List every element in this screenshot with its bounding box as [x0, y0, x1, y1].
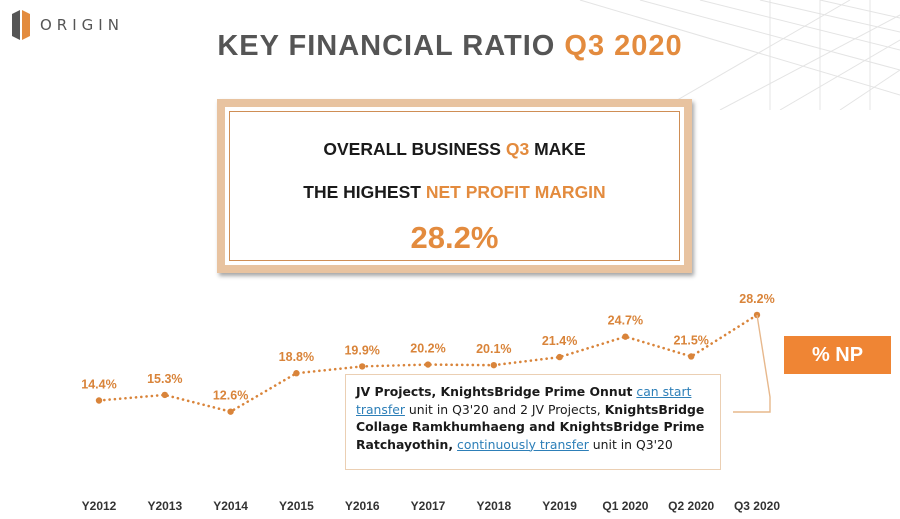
callout-line-1: OVERALL BUSINESS Q3 MAKE [230, 139, 679, 160]
np-data-label: 12.6% [213, 389, 248, 403]
badge-connector-line [733, 314, 771, 413]
note-text-2: unit in Q3'20 and 2 JV Projects, [408, 401, 601, 417]
x-tick-label: Y2017 [411, 499, 446, 513]
np-data-label: 28.2% [739, 292, 774, 306]
x-tick-label: Q1 2020 [602, 499, 648, 513]
np-data-label: 19.9% [344, 343, 379, 357]
note-text-4: unit in Q3'20 [592, 436, 673, 452]
x-tick-label: Y2016 [345, 499, 380, 513]
np-point-q2-2020 [688, 353, 695, 360]
projects-note: JV Projects, KnightsBridge Prime Onnut c… [345, 374, 721, 470]
page-title: KEY FINANCIAL RATIO Q3 2020 [0, 30, 900, 63]
brand-logo: ORIGIN [10, 8, 124, 42]
note-text-1: JV Projects, KnightsBridge Prime Onnut [356, 384, 633, 399]
np-point-y2013 [161, 391, 168, 399]
note-link-continuously-transfer[interactable]: continuously transfer [457, 436, 589, 452]
np-point-y2017 [424, 361, 432, 368]
highlight-callout: OVERALL BUSINESS Q3 MAKE THE HIGHEST NET… [217, 99, 692, 273]
np-point-y2016 [359, 363, 366, 370]
decorative-background-lines [579, 0, 900, 110]
np-data-label: 14.4% [81, 378, 116, 392]
brand-name: ORIGIN [40, 16, 124, 34]
callout-line-2-accent: NET PROFIT MARGIN [425, 182, 606, 202]
np-data-label: 15.3% [147, 372, 182, 386]
np-point-y2015 [293, 370, 300, 377]
x-tick-label: Q2 2020 [668, 499, 714, 513]
np-point-q1-2020 [622, 333, 629, 340]
note-text-3: KnightsBridge Collage Ramkhumhaeng and K… [356, 401, 705, 452]
x-tick-label: Y2012 [82, 499, 117, 513]
x-tick-label: Y2014 [213, 499, 248, 513]
callout-line-2-text: THE HIGHEST [303, 182, 421, 202]
callout-line-1-accent: Q3 [505, 139, 530, 159]
callout-inner-border: OVERALL BUSINESS Q3 MAKE THE HIGHEST NET… [229, 111, 680, 261]
callout-line-1-end: MAKE [534, 139, 586, 159]
np-data-label: 24.7% [608, 314, 643, 328]
note-link-can-start-transfer[interactable]: can start transfer [356, 384, 692, 417]
np-point-y2014 [227, 408, 234, 415]
np-point-y2018 [490, 361, 497, 369]
x-tick-label: Y2015 [279, 499, 314, 513]
np-point-y2012 [95, 397, 103, 404]
x-tick-label: Q3 2020 [734, 499, 780, 513]
np-series-badge: % NP [784, 336, 891, 374]
x-tick-label: Y2018 [476, 499, 511, 513]
page-title-main: KEY FINANCIAL RATIO [217, 30, 556, 62]
np-data-label: 21.4% [542, 334, 577, 348]
page-title-accent: Q3 2020 [564, 30, 683, 62]
np-data-label: 20.1% [476, 342, 511, 356]
callout-line-2: THE HIGHEST NET PROFIT MARGIN [230, 182, 679, 203]
x-tick-label: Y2019 [542, 499, 577, 513]
np-series-line [97, 313, 759, 414]
np-line-chart: 14.4% 15.3% 12.6% 18.8% 19.9% 20.2% 20.1% 21.4%… [81, 292, 780, 513]
origin-logo-icon [12, 10, 30, 40]
callout-value: 28.2% [410, 220, 499, 255]
np-data-label: 20.2% [410, 342, 445, 356]
np-data-label: 18.8% [279, 350, 314, 364]
x-tick-label: Y2013 [147, 499, 182, 513]
np-data-label: 21.5% [673, 333, 708, 347]
callout-line-1-text: OVERALL BUSINESS [323, 139, 501, 159]
np-point-y2019 [556, 353, 563, 361]
